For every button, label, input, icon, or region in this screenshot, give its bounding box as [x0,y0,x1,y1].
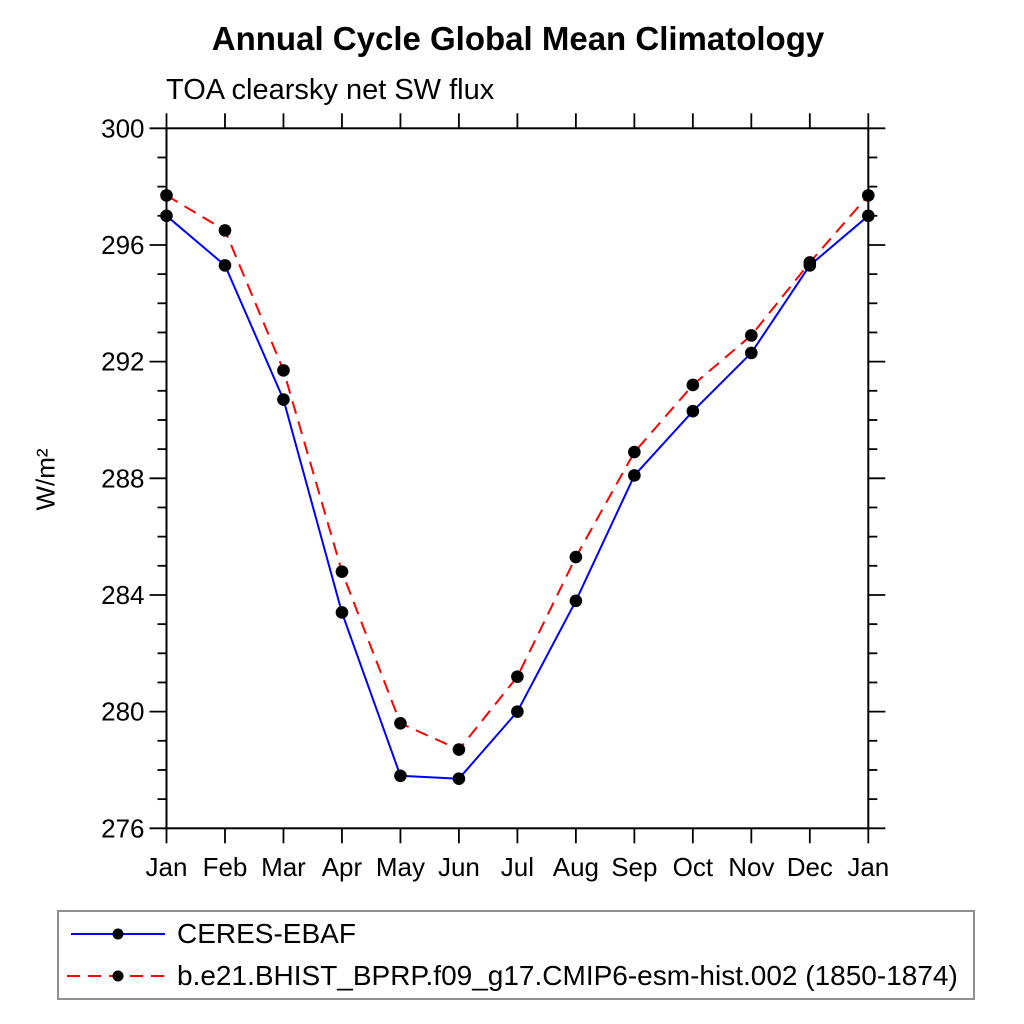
chart-subtitle: TOA clearsky net SW flux [166,74,495,106]
data-point-marker [803,256,817,269]
data-point-marker [452,743,466,756]
data-point-marker [394,717,407,730]
y-tick-label: 288 [101,463,144,493]
data-point-marker [394,769,407,783]
data-point-marker [452,772,466,786]
data-point-marker [218,259,232,272]
data-point-marker [628,445,641,459]
x-tick-label: Jan [146,852,188,882]
y-tick-label: 300 [101,113,144,143]
y-tick-label: 296 [101,230,144,260]
x-tick-label: May [376,852,425,882]
x-tick-label: Dec [787,852,833,882]
legend-line-solid-icon [71,928,165,940]
data-point-marker [686,378,700,392]
legend-label-ceres: CERES-EBAF [177,917,356,949]
y-tick-label: 280 [101,697,144,727]
data-point-marker [277,393,290,406]
legend-entry-model: b.e21.BHIST_BPRP.f09_g17.CMIP6-esm-hist.… [65,955,973,997]
data-point-marker [511,670,524,683]
axis-frame [165,127,870,830]
data-point-marker [686,404,700,418]
data-point-marker [862,209,875,223]
x-tick-label: Apr [322,852,363,882]
x-tick-label: Jan [847,852,889,882]
data-point-marker [569,594,583,608]
x-tick-label: Jul [501,852,534,882]
data-point-marker [862,189,875,202]
data-point-marker [511,705,524,718]
data-point-marker [335,606,349,619]
legend-entry-ceres: CERES-EBAF [65,913,973,955]
x-tick-label: Sep [611,852,657,882]
x-tick-label: Nov [728,852,774,882]
x-tick-label: Feb [203,852,248,882]
data-point-marker [745,346,758,360]
legend-box: CERES-EBAF b.e21.BHIST_BPRP.f09_g17.CMIP… [57,910,975,1000]
data-point-marker [160,189,173,202]
data-point-marker [628,469,641,482]
x-tick-label: Mar [261,852,306,882]
series-line-1 [165,194,870,751]
chart-title: Annual Cycle Global Mean Climatology [211,20,825,57]
x-tick-label: Oct [673,852,714,882]
series-line-0 [165,215,869,780]
data-point-marker [335,565,349,578]
y-tick-label: 292 [101,347,144,377]
x-tick-label: Aug [553,852,599,882]
y-tick-label: 276 [101,813,144,843]
data-point-marker [745,329,758,342]
y-tick-label: 284 [101,580,144,610]
data-point-marker [277,364,290,377]
data-point-marker [569,550,583,564]
data-point-marker [218,224,232,237]
x-tick-label: Jun [438,852,480,882]
legend-line-dashed-icon [67,970,167,982]
legend-label-model: b.e21.BHIST_BPRP.f09_g17.CMIP6-esm-hist.… [177,960,958,992]
data-point-marker [160,209,173,223]
